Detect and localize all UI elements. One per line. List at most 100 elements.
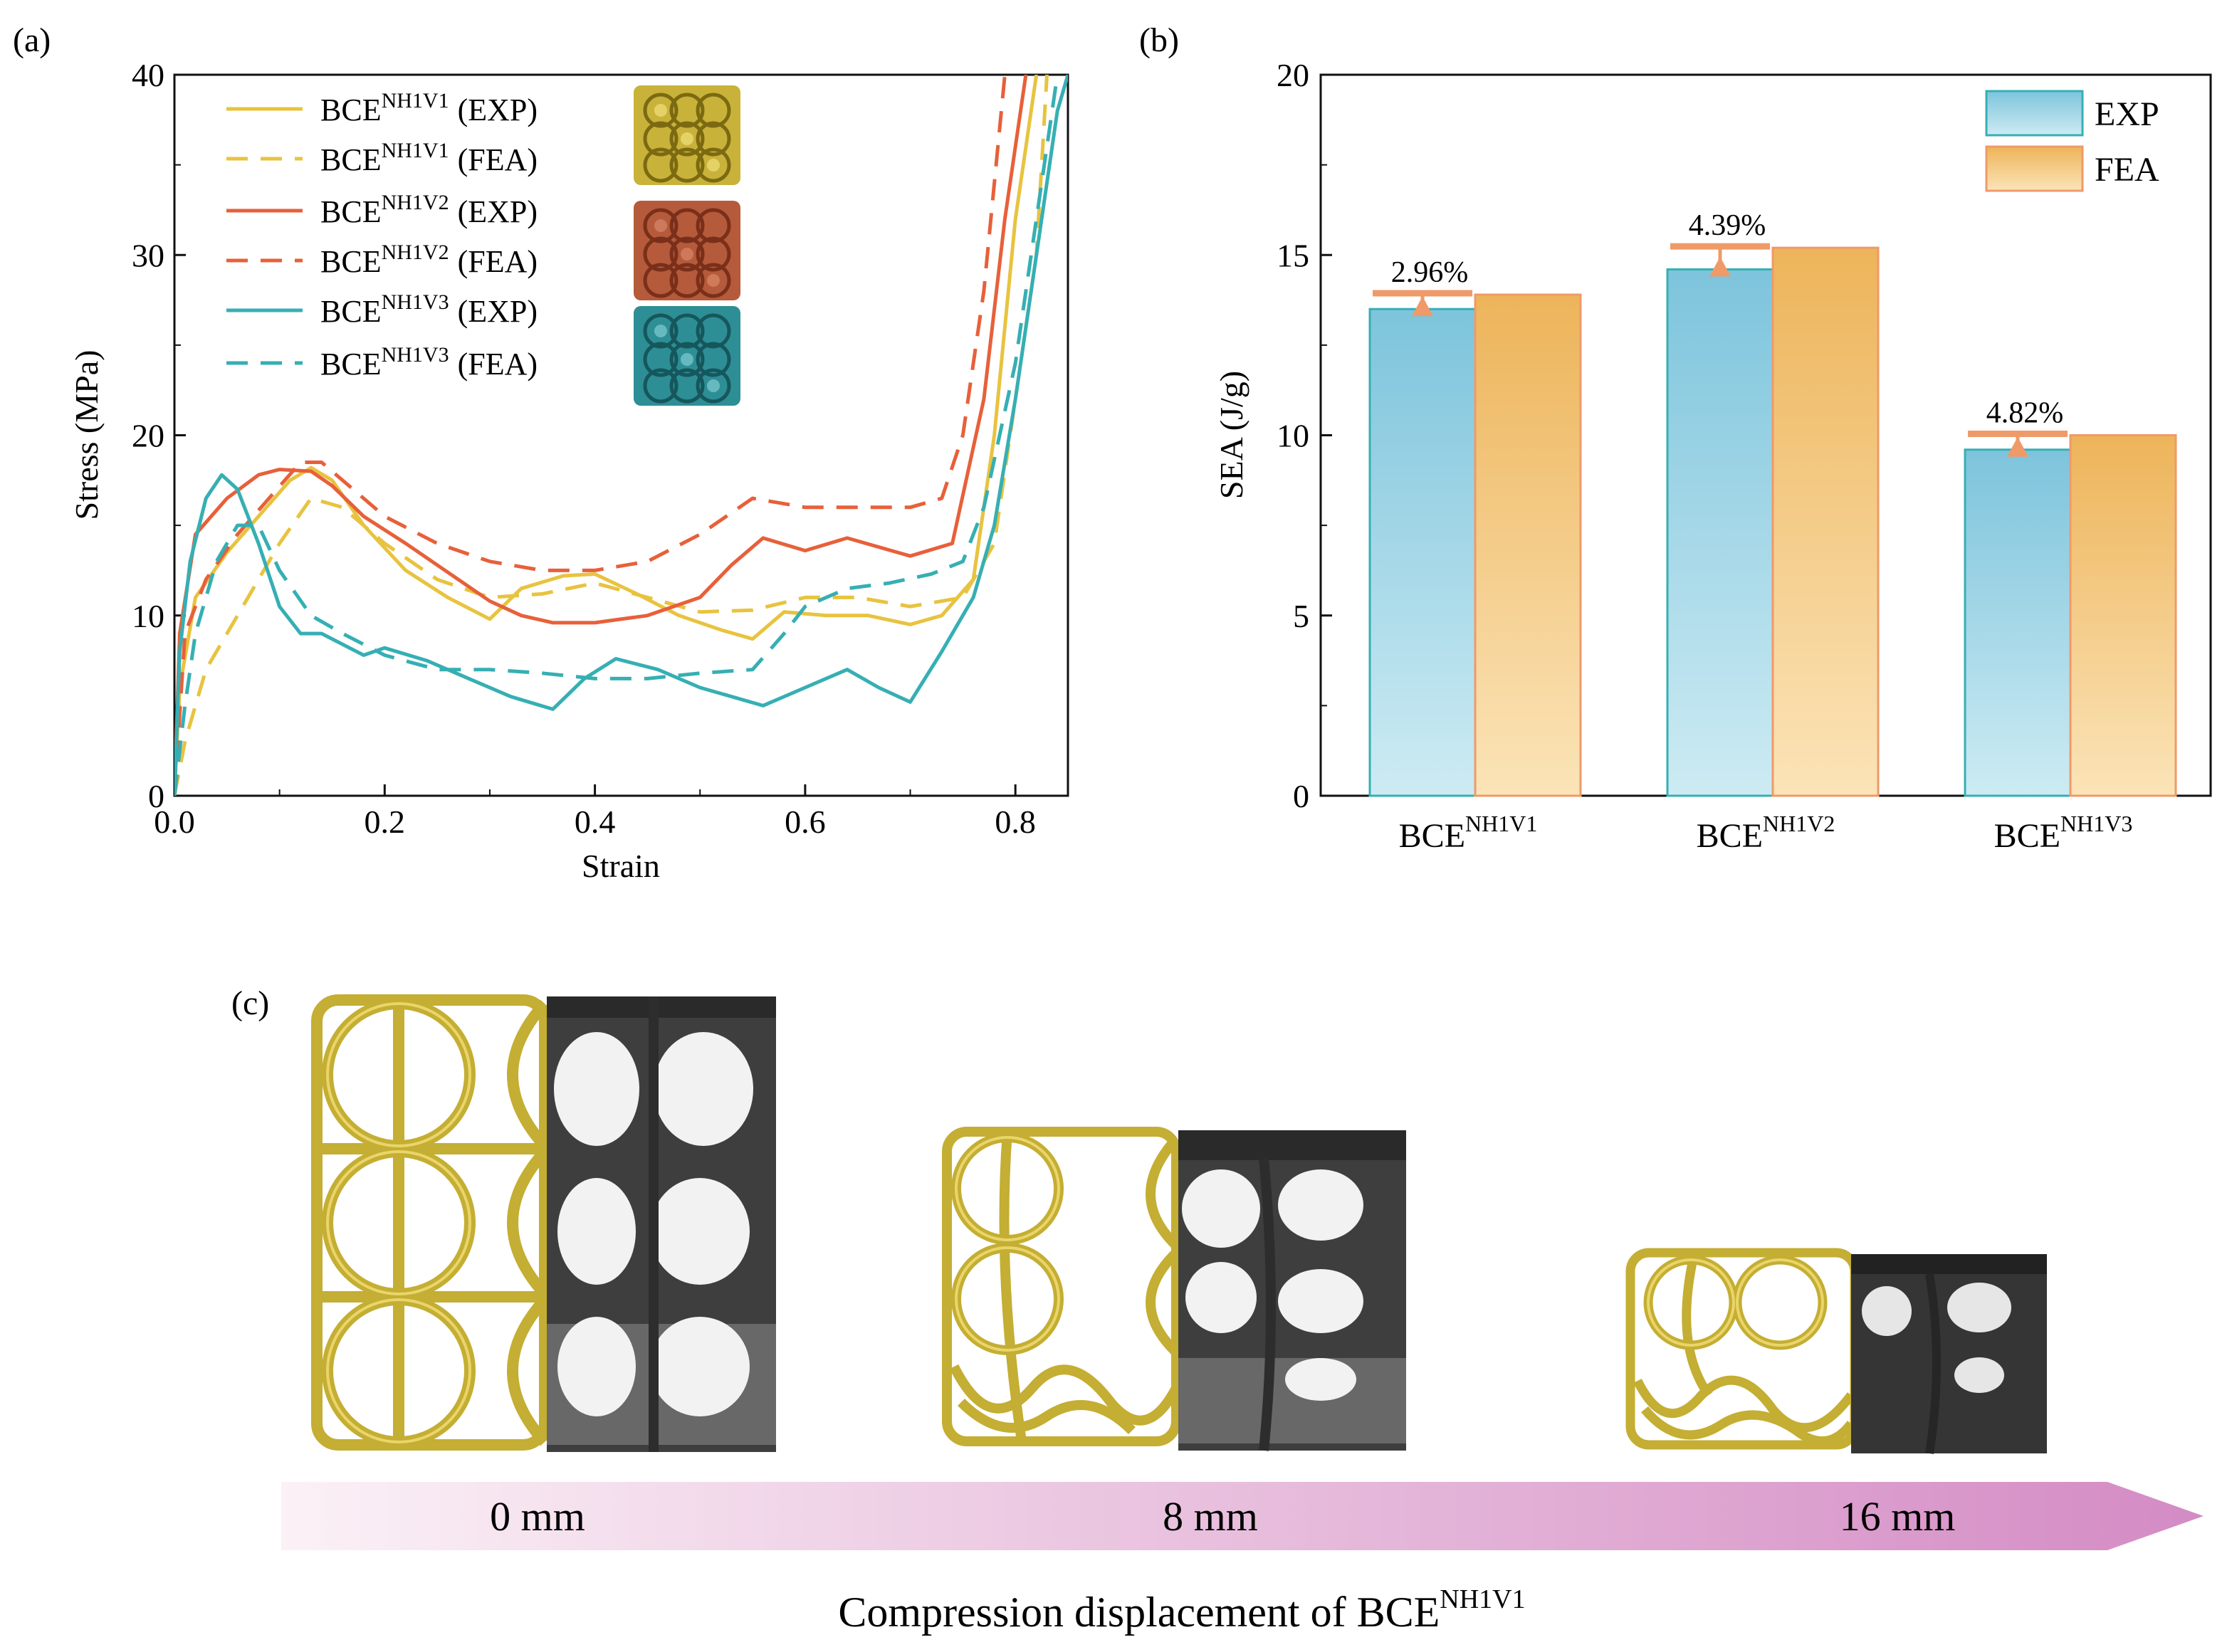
chart-a-legend: BCENH1V1 (EXP)BCENH1V1 (FEA)BCENH1V2 (EXP)B… xyxy=(226,89,538,382)
chart-b-legend-label: FEA xyxy=(2095,151,2159,189)
lattice-model-16mm xyxy=(1625,1248,1860,1450)
chart-a-ylabel: Stress (MPa) xyxy=(68,350,105,520)
chart-a-legend-name: BCE xyxy=(320,142,382,177)
chart-b-legend-swatch-fea xyxy=(1985,145,2084,192)
chart-b-category-name: BCE xyxy=(1697,817,1763,855)
chart-b-legend-swatch-exp xyxy=(1985,90,2084,137)
specimen-photo-8mm xyxy=(1178,1130,1406,1451)
chart-b-category-label: BCENH1V3 xyxy=(1994,811,2133,855)
chart-b-bars: 2.96% 4.39% 4.82% xyxy=(1368,209,2177,797)
chart-a-lines xyxy=(174,75,1068,796)
chart-a-legend-suffix: (FEA) xyxy=(458,347,538,382)
chart-b-error-marker xyxy=(1709,256,1731,277)
chart-a-legend-entry: BCENH1V2 (FEA) xyxy=(320,241,538,279)
chart-a-xtick-label: 0.8 xyxy=(995,804,1036,840)
chart-a-legend-name: BCE xyxy=(320,244,382,279)
chart-b-annotation: 4.82% xyxy=(1986,397,2064,430)
chart-b-bar-exp-3 xyxy=(1964,448,2072,797)
specimen-photo-0mm xyxy=(547,996,776,1452)
chart-b-error-marker xyxy=(1412,296,1433,317)
lattice-thumbnail-nh1v2 xyxy=(634,201,740,300)
chart-a-legend-sup: NH1V1 xyxy=(382,139,449,162)
compression-arrow xyxy=(281,1482,2204,1550)
chart-a-legend-sup: NH1V3 xyxy=(382,290,449,314)
chart-a-ytick-label: 30 xyxy=(132,237,164,273)
chart-a-xtick-label: 0.4 xyxy=(575,804,616,840)
chart-a-series-line-4 xyxy=(174,75,1007,796)
chart-a-legend-sup: NH1V2 xyxy=(382,191,449,214)
chart-b-ytick-label: 15 xyxy=(1277,237,1309,273)
chart-b-category-sup: NH1V1 xyxy=(1465,811,1537,836)
chart-a-ytick-label: 10 xyxy=(132,598,164,634)
chart-a-legend-entry: BCENH1V2 (EXP) xyxy=(320,191,538,229)
chart-b-bar-exp-2 xyxy=(1666,268,1774,797)
chart-b-category-sup: NH1V3 xyxy=(2060,811,2132,836)
chart-a-series-line-3 xyxy=(174,75,1028,796)
chart-b-category-label: BCENH1V1 xyxy=(1399,811,1538,855)
chart-a-legend-name: BCE xyxy=(320,294,382,329)
chart-a-series-line-6 xyxy=(174,75,1059,796)
panel-label-a: (a) xyxy=(13,21,51,59)
chart-b-legend: EXP FEA xyxy=(1985,90,2159,192)
chart-a-series-line-2 xyxy=(174,75,1049,796)
chart-a-xtick-label: 0.0 xyxy=(154,804,195,840)
chart-a-legend-entry: BCENH1V3 (EXP) xyxy=(320,290,538,329)
chart-b-ytick-label: 0 xyxy=(1293,778,1309,814)
chart-b-category-label: BCENH1V2 xyxy=(1697,811,1835,855)
chart-a-legend-entry: BCENH1V1 (EXP) xyxy=(320,89,538,127)
chart-a-plot-frame xyxy=(173,73,1069,797)
panel-label-c: (c) xyxy=(231,984,269,1022)
panel-c-caption-main: Compression displacement of BCE xyxy=(838,1589,1440,1636)
stage-label-8mm: 8 mm xyxy=(1163,1493,1258,1540)
lattice-model-8mm xyxy=(942,1127,1181,1446)
chart-a-legend-name: BCE xyxy=(320,93,382,127)
lattice-model-0mm xyxy=(311,994,550,1451)
chart-a-legend-entry: BCENH1V1 (FEA) xyxy=(320,139,538,177)
panel-label-b: (b) xyxy=(1139,21,1179,59)
chart-a-series-line-5 xyxy=(174,75,1068,796)
chart-b-bar-exp-1 xyxy=(1368,307,1477,797)
chart-a-gridless-axes: 0.0 0.2 0.4 0.6 0.8 0 10 20 30 40 xyxy=(132,57,1069,840)
chart-b-ytick-label: 10 xyxy=(1277,418,1309,454)
chart-b-ytick-label: 5 xyxy=(1293,598,1309,634)
chart-b-annotation: 2.96% xyxy=(1391,256,1469,289)
chart-b-bar-fea-2 xyxy=(1771,246,1880,797)
lattice-thumbnail-nh1v3 xyxy=(634,306,740,406)
chart-b-category-name: BCE xyxy=(1399,817,1465,855)
chart-b-ytick-label: 20 xyxy=(1277,57,1309,93)
chart-a-ytick-label: 20 xyxy=(132,418,164,454)
chart-a-xtick-label: 0.2 xyxy=(365,804,406,840)
chart-a-legend-suffix: (FEA) xyxy=(458,142,538,177)
chart-b-bar-fea-1 xyxy=(1474,293,1582,797)
specimen-photo-16mm xyxy=(1851,1254,2047,1454)
chart-b-bar-fea-3 xyxy=(2069,434,2177,797)
chart-a-xlabel: Strain xyxy=(582,848,660,884)
chart-a-ytick-label: 40 xyxy=(132,57,164,93)
lattice-thumbnail-nh1v1 xyxy=(634,85,740,185)
chart-a-xtick-label: 0.6 xyxy=(785,804,826,840)
chart-a-legend-entry: BCENH1V3 (FEA) xyxy=(320,343,538,382)
panel-c-caption: Compression displacement of BCENH1V1 xyxy=(838,1584,1525,1636)
chart-a-legend-sup: NH1V2 xyxy=(382,241,449,264)
chart-a-legend-sup: NH1V3 xyxy=(382,343,449,367)
chart-a-legend-suffix: (EXP) xyxy=(458,194,538,229)
chart-a-legend-name: BCE xyxy=(320,347,382,382)
chart-a-legend-name: BCE xyxy=(320,194,382,229)
stage-label-16mm: 16 mm xyxy=(1840,1493,1956,1540)
chart-b-ylabel: SEA (J/g) xyxy=(1213,371,1249,499)
chart-a-legend-sup: NH1V1 xyxy=(382,89,449,112)
chart-a-legend-suffix: (FEA) xyxy=(458,244,538,279)
chart-b-annotation: 4.39% xyxy=(1689,209,1766,242)
chart-b-error-marker xyxy=(2007,436,2028,457)
chart-b-category-sup: NH1V2 xyxy=(1763,811,1835,836)
chart-b-category-name: BCE xyxy=(1994,817,2060,855)
chart-a-legend-suffix: (EXP) xyxy=(458,93,538,127)
chart-a-ytick-label: 0 xyxy=(148,778,164,814)
panel-c-caption-sup: NH1V1 xyxy=(1440,1584,1525,1614)
stage-label-0mm: 0 mm xyxy=(490,1493,585,1540)
chart-b-legend-label: EXP xyxy=(2095,95,2159,133)
